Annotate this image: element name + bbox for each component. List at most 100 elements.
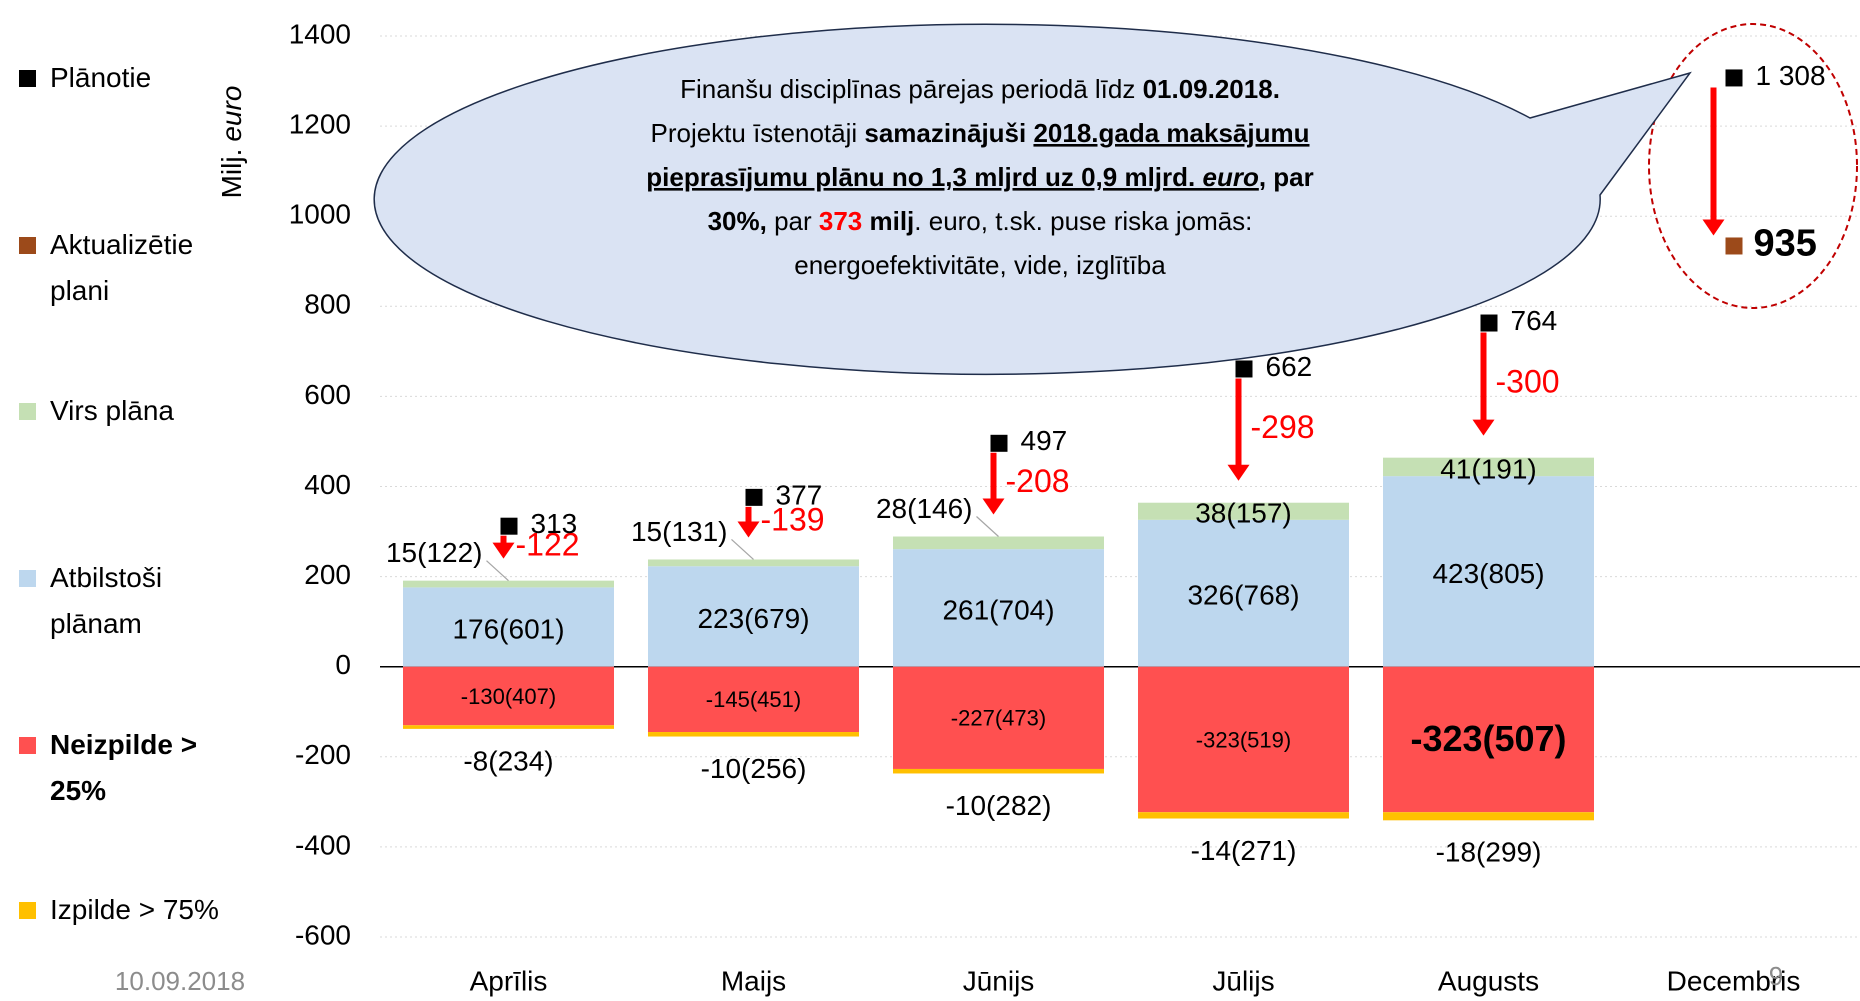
- bar-segment: [403, 587, 614, 667]
- bar-segment: [1383, 476, 1594, 667]
- bar-segment: [1138, 812, 1349, 819]
- bar-segment: [1138, 502, 1349, 520]
- bar-segment: [1138, 666, 1349, 813]
- legend-label: Aktualizētie plani: [50, 229, 194, 306]
- difference-label: -300: [1496, 364, 1560, 400]
- y-tick-label: 1000: [289, 199, 351, 230]
- data-label: -8(234): [463, 745, 553, 776]
- date: 10.09.2018: [115, 966, 245, 996]
- callout-line: 30%, par 373 milj. euro, t.sk. puse risk…: [708, 206, 1253, 236]
- y-tick-label: -200: [295, 739, 351, 770]
- arrowhead: [982, 498, 1005, 515]
- data-label: -130(407): [461, 684, 556, 709]
- data-label: 15(131): [631, 516, 728, 547]
- marker: [1480, 314, 1498, 332]
- bar-segment: [893, 549, 1104, 667]
- data-label: -323(507): [1410, 718, 1566, 759]
- y-tick-label: 1200: [289, 108, 351, 139]
- legend-label: Plānotie: [50, 62, 152, 93]
- data-label: 176(601): [452, 613, 564, 644]
- data-label: 28(146): [876, 493, 973, 524]
- data-label: -227(473): [951, 706, 1046, 731]
- marker: [1235, 360, 1253, 378]
- callout-line: Projektu īstenotāji samazinājuši 2018.ga…: [650, 118, 1309, 148]
- y-tick-label: -600: [295, 919, 351, 950]
- callout-bubble: [373, 23, 1692, 376]
- data-label: 41(191): [1440, 453, 1537, 484]
- bar-segment: [893, 536, 1104, 550]
- data-label: -18(299): [1436, 837, 1542, 868]
- bar-segment: [648, 559, 859, 567]
- y-tick-label: -400: [295, 829, 351, 860]
- legend-label: Izpilde > 75%: [50, 894, 219, 925]
- highlight-ring: [1648, 23, 1858, 309]
- legend-label: Virs plāna: [50, 395, 175, 426]
- data-label: 261(704): [942, 594, 1054, 625]
- difference-label: -139: [761, 502, 825, 538]
- data-label: -14(271): [1191, 835, 1297, 866]
- bar-segment: [403, 580, 614, 588]
- callout-line: energoefektivitāte, vide, izglītība: [794, 250, 1166, 280]
- callout-text: 2018.gada maksājumu: [1033, 118, 1309, 148]
- data-label: -10(256): [701, 753, 807, 784]
- y-label-part: Milj.: [216, 149, 247, 199]
- data-label: -10(282): [946, 790, 1052, 821]
- data-label: 326(768): [1187, 580, 1299, 611]
- x-tick-label: Jūnijs: [963, 965, 1035, 996]
- legend-label: Neizpilde > 25%: [50, 729, 198, 806]
- page-number: 9: [1769, 961, 1783, 991]
- legend-item: Neizpilde > 25%: [19, 722, 229, 814]
- legend-item: Atbilstoši plānam: [19, 555, 229, 647]
- marker-label: 764: [1511, 305, 1558, 336]
- callout-text: 01.09.2018.: [1143, 74, 1280, 104]
- data-label: 38(157): [1195, 498, 1292, 529]
- leader-line: [731, 539, 754, 560]
- x-tick-label: Aprīlis: [470, 965, 548, 996]
- bar-segment: [1138, 519, 1349, 667]
- marker: [745, 488, 763, 506]
- data-label: 423(805): [1432, 558, 1544, 589]
- legend-item: Aktualizētie plani: [19, 222, 229, 314]
- marker-label: 313: [531, 508, 578, 539]
- x-tick-label: Augusts: [1438, 965, 1539, 996]
- callout-text: ,: [1259, 162, 1266, 192]
- bar-segment: [648, 566, 859, 667]
- callout-text: Projektu īstenotāji: [650, 118, 864, 148]
- legend-swatch: [19, 737, 36, 754]
- bar-segment: [893, 666, 1104, 769]
- y-axis-label: Milj. euro: [216, 86, 247, 199]
- legend-swatch: [19, 403, 36, 420]
- bar-segment: [648, 732, 859, 737]
- legend-swatch: [19, 902, 36, 919]
- y-tick-label: 400: [304, 469, 351, 500]
- arrowhead: [1702, 219, 1725, 236]
- marker: [990, 434, 1008, 452]
- callout-text: 373: [819, 206, 862, 236]
- y-tick-label: 600: [304, 379, 351, 410]
- y-label-part: euro: [216, 86, 247, 142]
- marker-label: 662: [1266, 351, 1313, 382]
- callout-text: 30%,: [708, 206, 767, 236]
- callout-text: pieprasījumu plānu no 1,3 mljrd uz 0,9 m…: [646, 162, 1202, 192]
- difference-label: -122: [516, 527, 580, 563]
- legend-swatch: [19, 70, 36, 87]
- y-tick-label: 1400: [289, 18, 351, 49]
- data-label: -145(451): [706, 687, 801, 712]
- legend-item: Izpilde > 75%: [19, 887, 229, 933]
- marker-label: 497: [1021, 425, 1068, 456]
- callout-line: Finanšu disciplīnas pārejas periodā līdz…: [680, 74, 1280, 104]
- marker-label: 377: [776, 479, 823, 510]
- x-tick-label: Decembris: [1667, 965, 1801, 996]
- legend-item: Plānotie: [19, 55, 229, 101]
- bar-segment: [648, 666, 859, 733]
- data-label: 15(122): [386, 537, 483, 568]
- leader-line: [976, 516, 999, 537]
- bar-segment: [1383, 666, 1594, 813]
- marker: [500, 517, 518, 535]
- callout-text: euro: [1202, 162, 1258, 192]
- bar-segment: [1383, 457, 1594, 477]
- marker-label: 1 308: [1756, 60, 1826, 91]
- arrowhead: [1472, 419, 1495, 436]
